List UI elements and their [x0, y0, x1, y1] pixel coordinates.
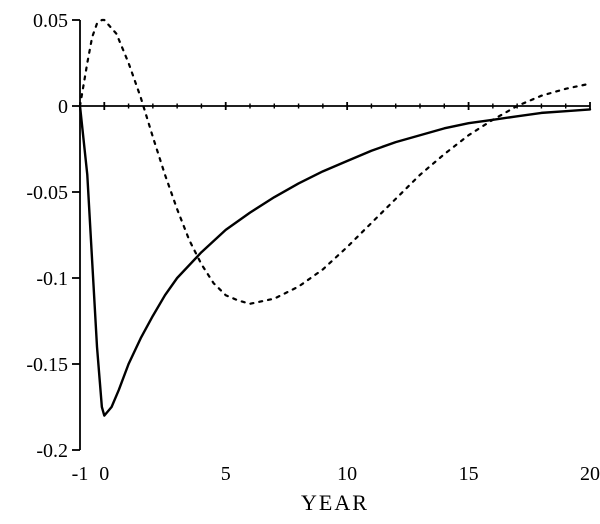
- x-tick-label: 20: [580, 463, 600, 485]
- y-tick-label: -0.15: [26, 354, 68, 376]
- chart-container: -1 0 5 10 15 20 -0.2 -0.15 -0.1 -0.05 0 0.05 YEAR: [0, 0, 600, 519]
- y-tick-label: 0.05: [33, 10, 68, 32]
- y-tick-label: -0.1: [36, 268, 68, 290]
- x-axis-label: YEAR: [301, 490, 369, 515]
- x-tick-label: 15: [459, 463, 479, 485]
- series-dotted: [80, 20, 590, 304]
- y-tick-label: -0.05: [26, 182, 68, 204]
- x-tick-label: 5: [221, 463, 231, 485]
- y-tick-label: -0.2: [36, 440, 68, 462]
- x-tick-label: 10: [337, 463, 357, 485]
- y-tick-label: 0: [58, 96, 68, 118]
- x-tick-label: 0: [99, 463, 109, 485]
- x-tick-label: -1: [72, 463, 89, 485]
- series-solid: [80, 106, 590, 416]
- chart-svg: -1 0 5 10 15 20 -0.2 -0.15 -0.1 -0.05 0 0.05 YEAR: [0, 0, 600, 519]
